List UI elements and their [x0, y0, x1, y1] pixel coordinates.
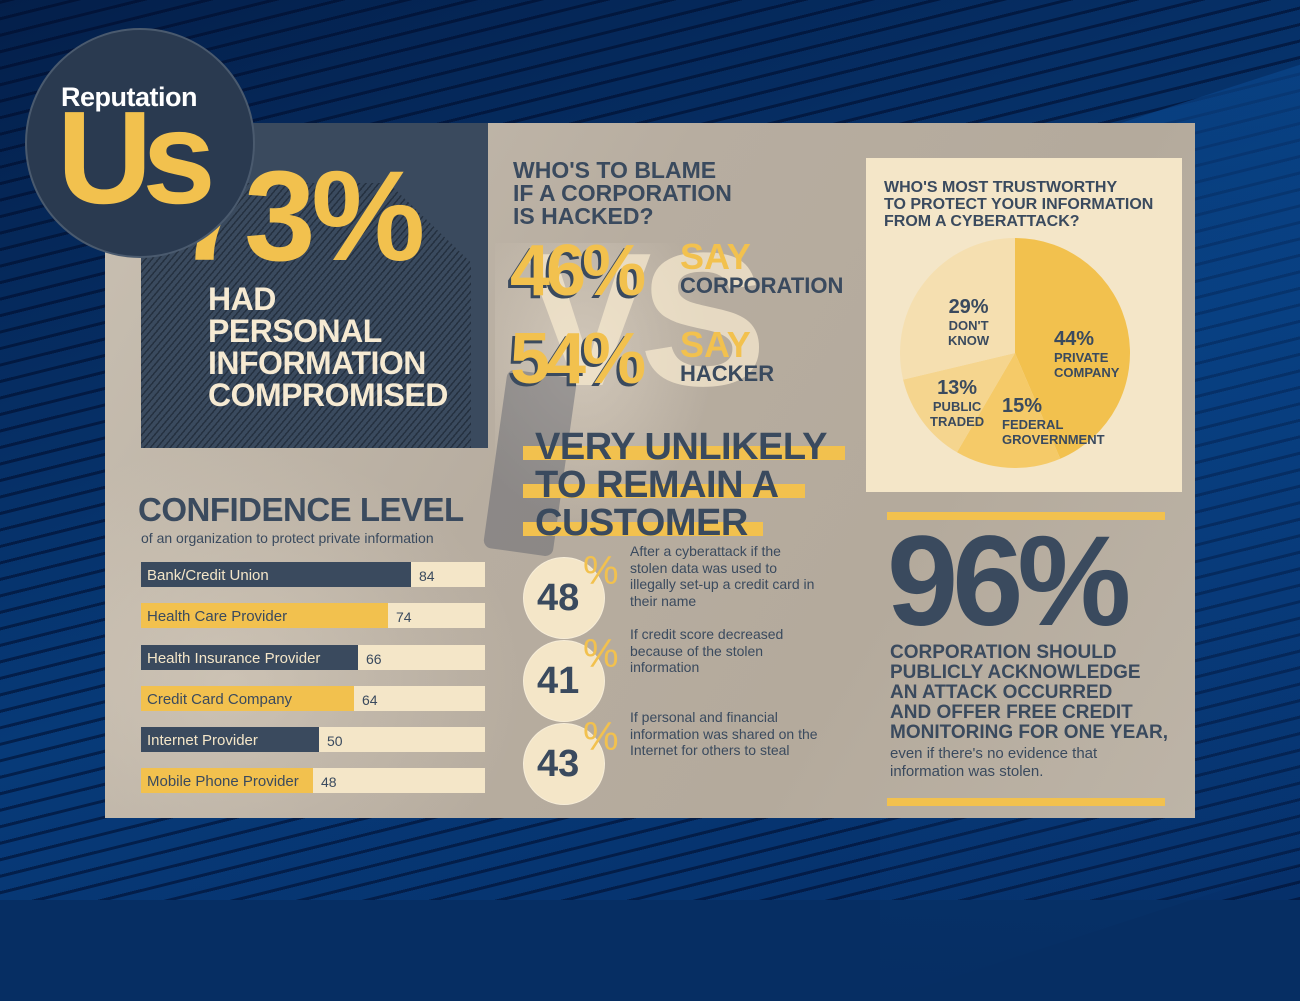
stat-circle	[523, 723, 605, 805]
divider-bottom	[887, 798, 1165, 806]
pie-slice	[900, 238, 1015, 380]
trust-question: WHO'S MOST TRUSTWORTHY TO PROTECT YOUR I…	[884, 179, 1154, 230]
stat-circle	[523, 640, 605, 722]
trust-panel: WHO'S MOST TRUSTWORTHY TO PROTECT YOUR I…	[866, 158, 1182, 492]
unlikely-title: VERY UNLIKELY TO REMAIN A CUSTOMER	[523, 428, 845, 542]
bar-label: Bank/Credit Union	[147, 567, 269, 584]
pie-label-dont-know: 29% DON'T KNOW	[948, 296, 990, 348]
reputation-us-logo: Us Reputation	[25, 28, 255, 258]
infographic-card: 73% HAD PERSONAL INFORMATION COMPROMISED…	[105, 123, 1195, 818]
bar-fill	[141, 768, 313, 794]
bar-label: Mobile Phone Provider	[147, 773, 299, 791]
confidence-bar: Health Insurance Provider 66	[141, 644, 485, 670]
ninety-six-percent: 96%	[887, 510, 1131, 653]
percent-sign: %	[583, 715, 619, 759]
bar-label: Internet Provider	[147, 732, 258, 750]
confidence-bar: Credit Card Company 64	[141, 685, 485, 711]
bar-label: Health Care Provider	[147, 608, 288, 626]
confidence-title: CONFIDENCE LEVEL	[138, 491, 464, 528]
unlikely-stat-48: 48 % After a cyberattack if the stolen d…	[523, 543, 823, 639]
blame-question: WHO'S TO BLAME IF A CORPORATION IS HACKE…	[513, 157, 732, 229]
bar-fill	[141, 644, 358, 670]
bar-value: 84	[419, 568, 435, 584]
confidence-subtitle: of an organization to protect private in…	[141, 530, 434, 546]
divider-top	[887, 512, 1165, 520]
bar-value: 50	[327, 733, 343, 750]
confidence-bar-chart: Bank/Credit Union 84 Health Care Provider 7…	[141, 562, 485, 810]
vs-watermark: VS	[525, 214, 766, 426]
percent-sign: %	[583, 632, 619, 676]
pie-label-private: 44% PRIVATE COMPANY	[1054, 328, 1120, 380]
bar-fill	[141, 727, 319, 753]
pie-label-public: 13% PUBLIC TRADED	[930, 377, 985, 429]
confidence-bar: Health Care Provider 74	[141, 603, 485, 629]
bar-fill	[141, 603, 388, 629]
unlikely-stat-43: 43 % If personal and financial informati…	[523, 709, 823, 805]
hero-caption: HAD PERSONAL INFORMATION COMPROMISED	[208, 281, 448, 413]
confidence-bar: Bank/Credit Union 84	[141, 562, 485, 587]
bar-value: 64	[362, 691, 378, 708]
stat-circle	[523, 557, 605, 639]
bar-fill	[141, 562, 411, 587]
pie-label-federal: 15% FEDERAL GROVERNMENT	[1002, 395, 1105, 447]
bar-value: 74	[396, 609, 412, 626]
bar-label: Credit Card Company	[147, 690, 293, 708]
ninety-six-statement: CORPORATION SHOULD PUBLICLY ACKNOWLEDGE …	[890, 642, 1168, 743]
bar-value: 48	[321, 774, 337, 791]
hero-panel: 73% HAD PERSONAL INFORMATION COMPROMISED	[141, 123, 488, 448]
bar-label: Health Insurance Provider	[147, 649, 321, 667]
bar-fill	[141, 685, 354, 711]
trust-pie-chart	[900, 238, 1130, 468]
photo-background	[495, 243, 715, 523]
bar-value: 66	[366, 650, 382, 667]
pie-slice	[956, 353, 1061, 468]
photo-background	[105, 443, 525, 818]
confidence-bar: Mobile Phone Provider 48	[141, 768, 485, 794]
percent-sign: %	[583, 549, 619, 593]
pie-slice	[1015, 238, 1130, 459]
logo-us: Us	[57, 84, 216, 231]
logo-reputation: Reputation	[61, 82, 198, 112]
ninety-six-subtext: even if there's no evidence that informa…	[890, 745, 1098, 780]
unlikely-stat-41: 41 % If credit score decreased because o…	[523, 626, 823, 722]
pie-slice	[903, 353, 1015, 453]
confidence-bar: Internet Provider 50	[141, 727, 485, 753]
